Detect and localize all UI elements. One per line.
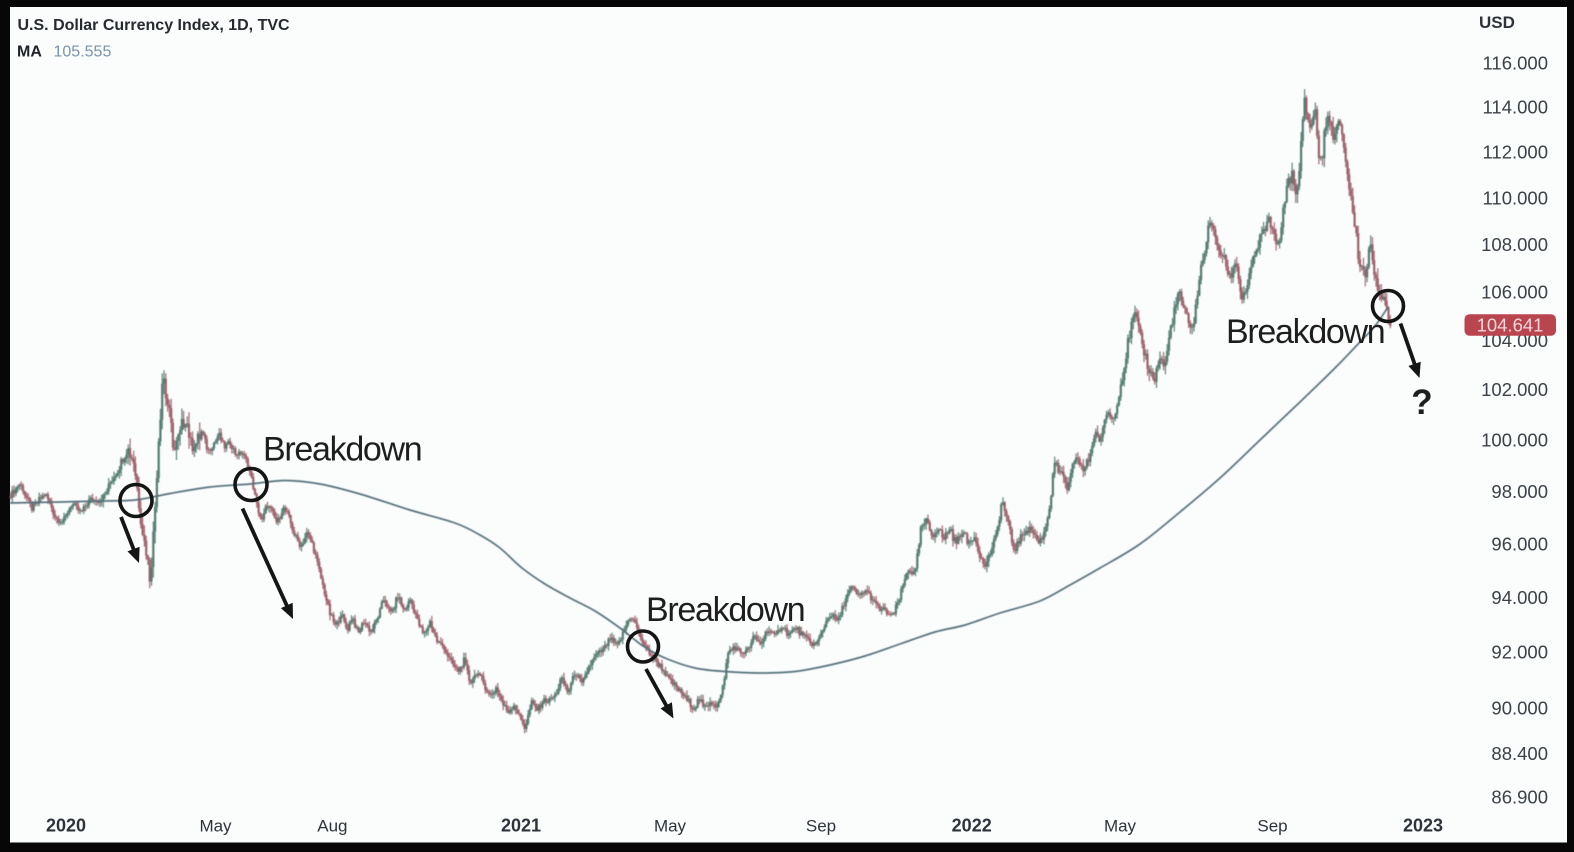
svg-text:105.555: 105.555	[54, 44, 112, 61]
svg-text:108.000: 108.000	[1481, 234, 1548, 255]
svg-text:116.000: 116.000	[1483, 52, 1549, 73]
svg-text:104.641: 104.641	[1477, 314, 1544, 335]
svg-text:86.900: 86.900	[1491, 786, 1548, 807]
svg-text:May: May	[1104, 817, 1137, 836]
svg-text:88.400: 88.400	[1491, 743, 1548, 764]
svg-text:114.000: 114.000	[1483, 97, 1549, 118]
svg-text:USD: USD	[1479, 13, 1515, 32]
svg-text:Breakdown: Breakdown	[646, 591, 804, 629]
svg-text:94.000: 94.000	[1491, 587, 1548, 608]
svg-text:102.000: 102.000	[1481, 379, 1548, 400]
svg-text:2022: 2022	[952, 816, 992, 836]
svg-text:May: May	[199, 817, 232, 836]
svg-text:92.000: 92.000	[1491, 642, 1548, 663]
svg-text:May: May	[654, 817, 687, 836]
svg-text:110.000: 110.000	[1483, 187, 1549, 208]
svg-text:96.000: 96.000	[1491, 533, 1548, 554]
svg-text:Breakdown: Breakdown	[1226, 313, 1384, 351]
svg-text:Sep: Sep	[1257, 817, 1287, 836]
svg-text:112.000: 112.000	[1483, 142, 1549, 163]
svg-text:90.000: 90.000	[1491, 697, 1548, 718]
svg-text:2023: 2023	[1403, 816, 1443, 836]
svg-text:Sep: Sep	[806, 817, 836, 836]
svg-text:?: ?	[1411, 383, 1432, 422]
svg-text:2020: 2020	[46, 816, 86, 836]
svg-text:2021: 2021	[501, 816, 541, 836]
svg-text:Breakdown: Breakdown	[263, 431, 421, 469]
svg-text:Aug: Aug	[317, 817, 347, 836]
svg-text:106.000: 106.000	[1481, 281, 1548, 302]
svg-text:MA: MA	[17, 44, 42, 61]
svg-text:98.000: 98.000	[1491, 481, 1548, 502]
svg-text:100.000: 100.000	[1481, 430, 1548, 451]
svg-text:U.S. Dollar Currency Index, 1D: U.S. Dollar Currency Index, 1D, TVC	[18, 17, 291, 34]
